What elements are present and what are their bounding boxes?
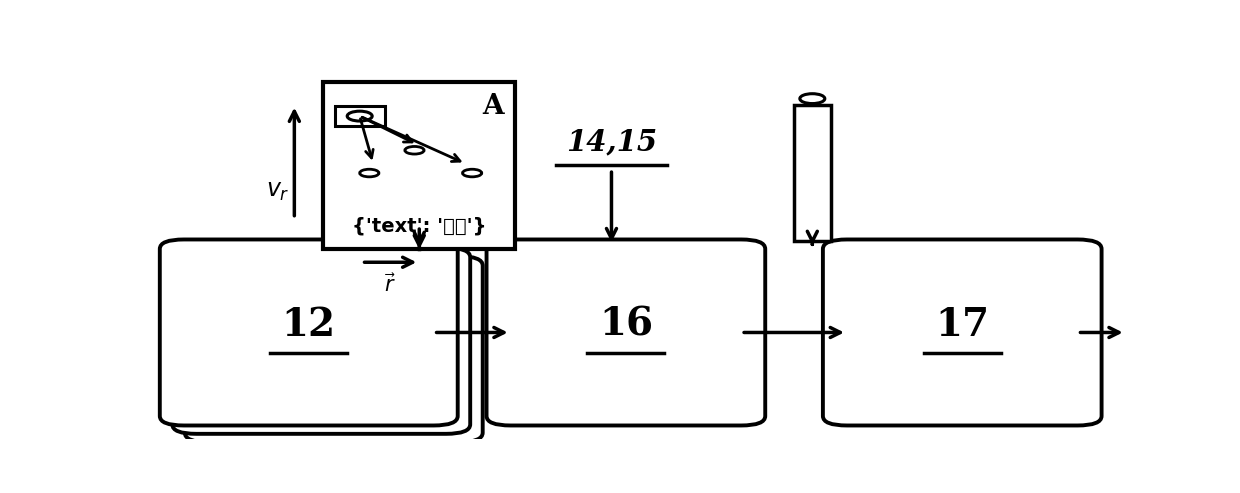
Text: 14,15: 14,15: [565, 127, 657, 156]
Text: {'text': '目标'}: {'text': '目标'}: [352, 217, 486, 236]
Text: 17: 17: [935, 306, 990, 344]
Text: 12: 12: [281, 306, 336, 344]
Bar: [324, 82, 516, 249]
Text: $v_r$: $v_r$: [265, 179, 289, 204]
Text: 16: 16: [599, 306, 653, 344]
Bar: [335, 106, 384, 126]
Bar: [794, 105, 831, 242]
Text: $\vec{r}$: $\vec{r}$: [384, 274, 397, 296]
Text: A: A: [482, 93, 503, 120]
FancyBboxPatch shape: [486, 240, 765, 425]
FancyBboxPatch shape: [823, 240, 1101, 425]
FancyBboxPatch shape: [172, 248, 470, 434]
FancyBboxPatch shape: [185, 256, 482, 442]
FancyBboxPatch shape: [160, 240, 458, 425]
